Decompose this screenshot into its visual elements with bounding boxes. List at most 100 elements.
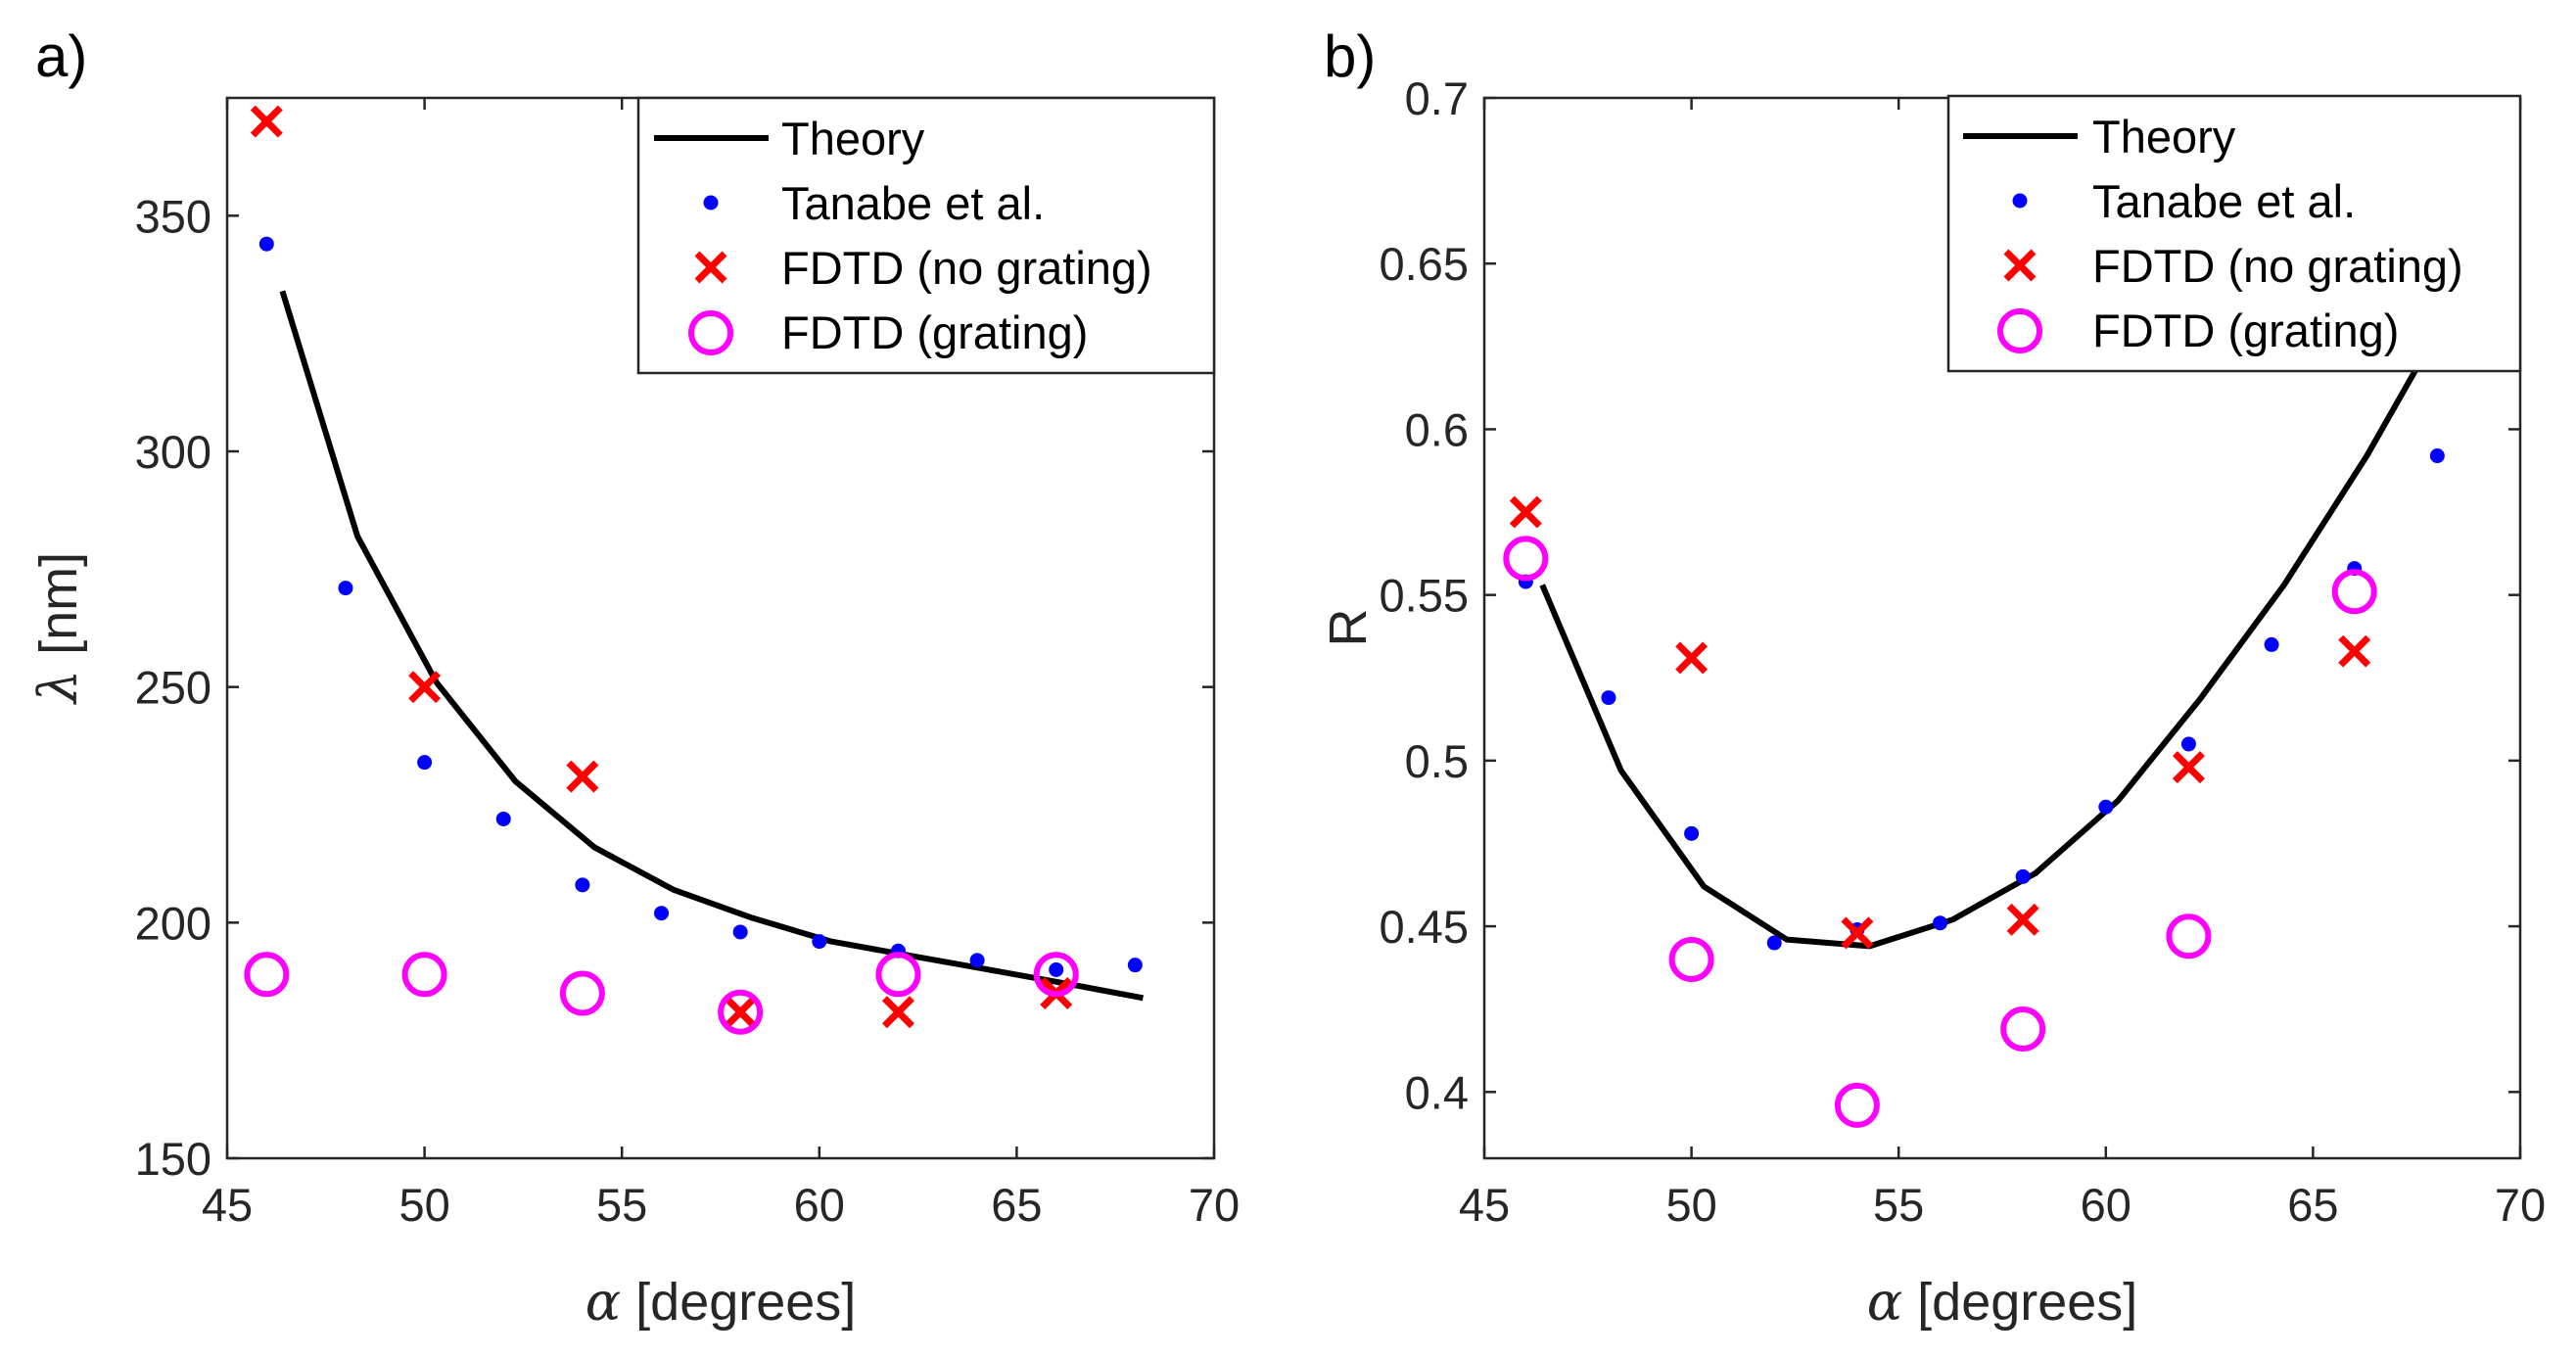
panel-b-legend-fdtd-no-grating-label: FDTD (no grating) [2092, 240, 2463, 292]
panel-a-legend: Theory Tanabe et al. FDTD (no grating) F… [636, 96, 1216, 375]
panel-a-fdtd-grating-point [1033, 952, 1079, 998]
panel-a-x-ticks: 45 50 55 60 65 70 [202, 98, 1240, 1231]
panel-b-y-axis-text: R [1319, 609, 1378, 647]
panel-a-marks [244, 105, 1144, 1035]
panel-b-y-ticks: 0.4 0.45 0.5 0.55 0.6 0.65 0.7 [1380, 72, 2520, 1118]
panel-b-legend-fdtd-grating-swatch [1997, 308, 2042, 353]
panel-b-label: b) [1324, 23, 1376, 89]
panel-b-y-axis-label: R [1319, 609, 1378, 647]
panel-a-fdtd-grating-point [559, 970, 605, 1016]
panel-a: a) 45 50 55 60 65 70 150 200 250 300 350 α [degre… [27, 23, 1240, 1333]
panel-a-tanabe-et-al-point [812, 934, 827, 950]
panel-b-fdtd-grating-point [1668, 936, 1714, 982]
panel-a-legend-fdtd-grating-swatch [688, 310, 733, 355]
panel-b-y-tick-label: 0.55 [1380, 570, 1469, 622]
panel-a-legend-fdtd-no-grating-label: FDTD (no grating) [781, 242, 1152, 294]
panel-b-y-tick-label: 0.4 [1405, 1066, 1469, 1118]
panel-b-fdtd-no-grating-point [2006, 903, 2039, 936]
panel-b-y-tick-label: 0.45 [1380, 901, 1469, 953]
panel-a-legend-tanabe-label: Tanabe et al. [781, 177, 1045, 229]
panel-b-tanabe-et-al-point [1933, 915, 1948, 931]
panel-a-x-tick-label: 50 [398, 1179, 449, 1231]
panel-a-x-axis-symbol: α [585, 1271, 621, 1333]
panel-b-x-axis-label: α [degrees] [1867, 1271, 2138, 1333]
panel-b-x-tick-label: 55 [1873, 1179, 1924, 1231]
panel-b-x-axis-text: [degrees] [1902, 1273, 2137, 1332]
panel-b-x-tick-label: 60 [2081, 1179, 2131, 1231]
panel-a-legend-box [636, 96, 1216, 375]
panel-b-tanabe-et-al-point [2429, 448, 2445, 464]
panel-b-fdtd-grating-point [1834, 1082, 1880, 1128]
panel-a-fdtd-no-grating-point [881, 996, 914, 1029]
panel-b-tanabe-et-al-point [1601, 690, 1616, 706]
panel-b: b) 45 50 55 60 65 70 0.4 0.45 0.5 0.55 0.6 0.65 0.7… [1319, 23, 2546, 1333]
panel-b-legend-tanabe-swatch [2012, 193, 2028, 209]
panel-a-fdtd-no-grating-point [724, 996, 757, 1029]
panel-b-legend-box [1946, 94, 2522, 373]
panel-b-legend: Theory Tanabe et al. FDTD (no grating) F… [1946, 94, 2522, 373]
panel-b-x-tick-label: 70 [2495, 1179, 2546, 1231]
panel-b-x-tick-label: 65 [2287, 1179, 2338, 1231]
panel-a-legend-fdtd-grating-label: FDTD (grating) [781, 306, 1088, 358]
panel-b-theory-line [1539, 345, 2432, 950]
panel-b-y-tick-label: 0.6 [1405, 403, 1469, 455]
panel-b-marks [1503, 345, 2445, 1128]
panel-b-fdtd-grating-point [2166, 913, 2212, 959]
panel-b-fdtd-grating-point [2331, 569, 2377, 615]
panel-a-tanabe-et-al-point [969, 953, 985, 968]
panel-a-x-tick-label: 65 [991, 1179, 1042, 1231]
panel-b-fdtd-grating-point [1503, 536, 1549, 582]
panel-a-tanabe-et-al-point [654, 906, 670, 921]
panel-a-y-tick-label: 300 [135, 426, 211, 478]
panel-a-y-axis-symbol: λ [27, 670, 89, 705]
panel-b-fdtd-no-grating-point [2338, 634, 2371, 668]
panel-b-tanabe-et-al-point [2180, 736, 2196, 752]
panel-a-fdtd-grating-point [244, 952, 290, 998]
panel-b-y-tick-label: 0.65 [1380, 238, 1469, 290]
panel-a-label: a) [35, 23, 87, 89]
panel-a-x-tick-label: 55 [596, 1179, 647, 1231]
panel-a-y-ticks: 150 200 250 300 350 [135, 190, 1214, 1185]
panel-a-tanabe-et-al-point [338, 581, 353, 596]
panel-b-fdtd-no-grating-point [1675, 641, 1709, 675]
panel-a-fdtd-no-grating-point [408, 671, 442, 704]
panel-a-x-tick-label: 60 [794, 1179, 845, 1231]
panel-a-x-tick-label: 45 [202, 1179, 253, 1231]
panel-a-fdtd-no-grating-point [250, 105, 283, 138]
panel-b-fdtd-no-grating-point [2172, 751, 2205, 784]
panel-a-y-tick-label: 150 [135, 1133, 211, 1185]
panel-b-fdtd-grating-point [2000, 1006, 2046, 1053]
panel-a-y-tick-label: 350 [135, 190, 211, 242]
panel-b-fdtd-no-grating-point [1509, 495, 1542, 529]
panel-a-x-axis-label: α [degrees] [585, 1271, 857, 1333]
panel-a-y-tick-label: 200 [135, 897, 211, 949]
panel-a-tanabe-et-al-point [417, 755, 433, 771]
panel-b-legend-theory-label: Theory [2092, 111, 2236, 163]
panel-a-tanabe-et-al-point [495, 811, 511, 826]
panel-a-x-axis-text: [degrees] [621, 1273, 856, 1332]
panel-b-y-tick-label: 0.5 [1405, 735, 1469, 787]
panel-a-x-tick-label: 70 [1189, 1179, 1240, 1231]
panel-a-fdtd-grating-point [718, 989, 764, 1035]
panel-b-legend-fdtd-grating-label: FDTD (grating) [2092, 304, 2399, 356]
panel-a-tanabe-et-al-point [575, 877, 590, 893]
panel-b-legend-tanabe-label: Tanabe et al. [2092, 175, 2356, 227]
panel-a-fdtd-grating-point [401, 952, 447, 998]
panel-a-legend-theory-label: Theory [781, 113, 925, 164]
panel-b-tanabe-et-al-point [1684, 825, 1700, 841]
panel-b-x-tick-label: 50 [1665, 1179, 1716, 1231]
panel-b-tanabe-et-al-point [2264, 636, 2279, 652]
panel-a-tanabe-et-al-point [1127, 958, 1143, 973]
panel-a-legend-tanabe-swatch [703, 195, 719, 211]
panel-b-tanabe-et-al-point [1766, 935, 1782, 951]
panel-b-x-tick-label: 45 [1459, 1179, 1510, 1231]
panel-a-theory-line [279, 290, 1144, 1002]
panel-a-y-axis-text: [nm] [29, 552, 88, 670]
panel-a-tanabe-et-al-point [1049, 961, 1064, 977]
panel-a-fdtd-no-grating-point [566, 760, 599, 793]
panel-b-tanabe-et-al-point [2015, 868, 2031, 884]
panel-b-x-ticks: 45 50 55 60 65 70 [1459, 98, 2546, 1231]
panel-a-y-axis-label: λ [nm] [27, 552, 89, 705]
panel-b-tanabe-et-al-point [2098, 799, 2114, 815]
